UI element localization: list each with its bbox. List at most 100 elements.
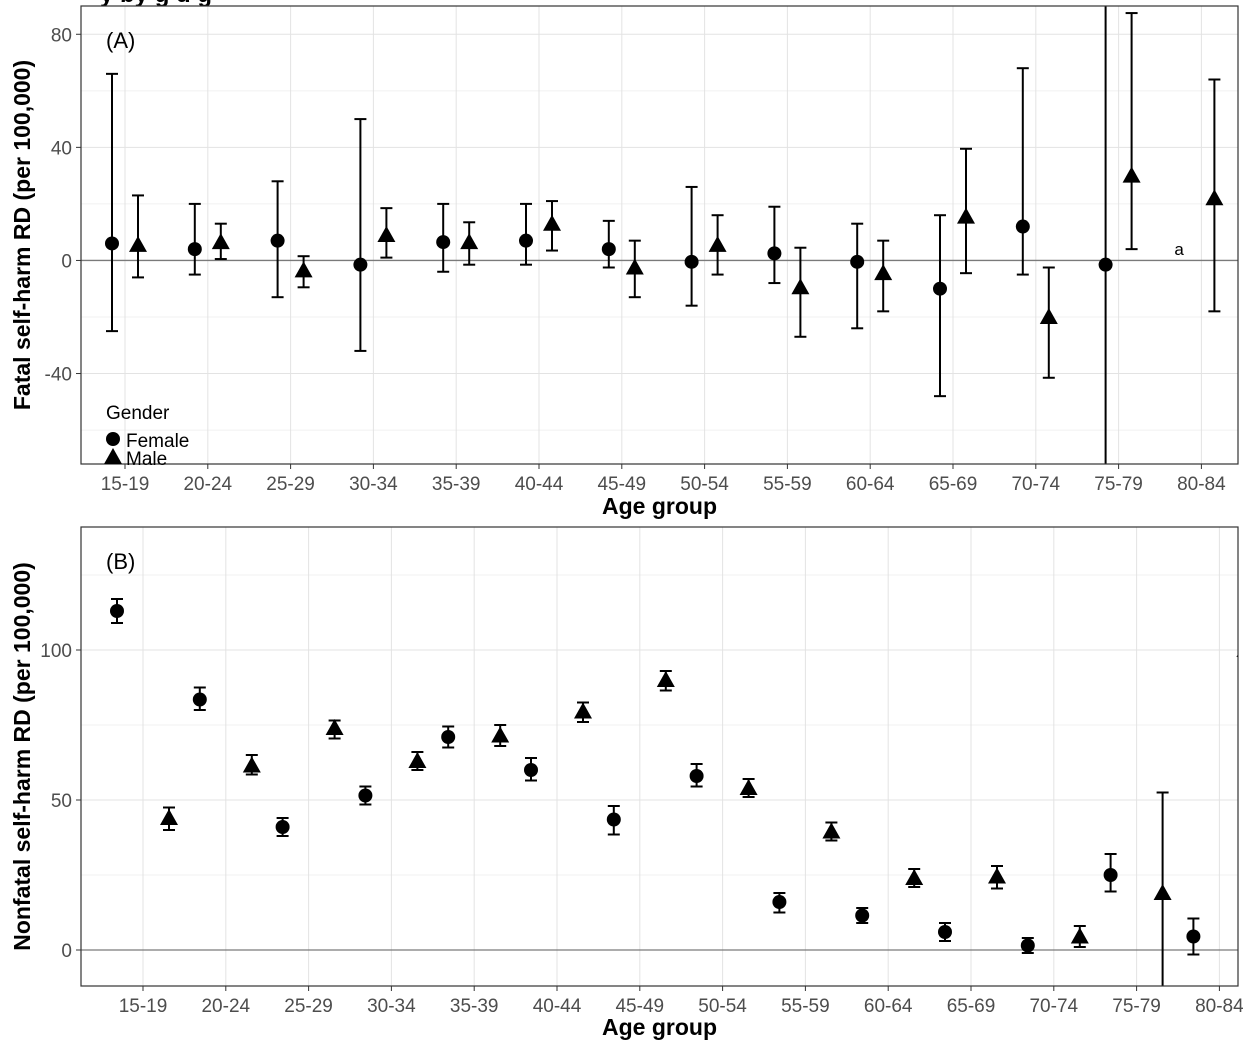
point-male bbox=[574, 702, 592, 719]
point-male bbox=[377, 226, 396, 242]
panel-b: 0 50 100 15-19 20-24 25-29 30-34 35-39 40-44 45-4… bbox=[9, 526, 1243, 1040]
y-axis-title: Fatal self-harm RD (per 100,000) bbox=[9, 60, 35, 410]
point-female bbox=[684, 254, 699, 269]
panel-a: -40 0 40 80 15-19 20-24 25-29 30-34 35-39 40-44 45… bbox=[9, 5, 1239, 519]
panel-label: (A) bbox=[106, 28, 135, 53]
x-tick-label: 35-39 bbox=[450, 996, 499, 1017]
y-tick-label: 80 bbox=[51, 25, 72, 46]
legend-key-male bbox=[104, 448, 122, 464]
point-female bbox=[441, 730, 456, 744]
data-layer bbox=[105, 6, 1224, 464]
point-male bbox=[129, 235, 147, 252]
point-female bbox=[855, 908, 870, 923]
point-female bbox=[105, 236, 119, 251]
x-tick-label: 30-34 bbox=[349, 474, 398, 495]
point-male bbox=[957, 207, 975, 224]
legend-key-female bbox=[106, 432, 120, 446]
point-female bbox=[436, 235, 451, 250]
point-female bbox=[353, 257, 368, 272]
x-tick-label: 75-79 bbox=[1094, 474, 1143, 495]
x-tick-label: 60-64 bbox=[864, 996, 913, 1017]
panel-border bbox=[80, 5, 1239, 465]
point-female bbox=[275, 820, 290, 834]
point-male bbox=[791, 278, 810, 295]
plot-background bbox=[81, 6, 1238, 464]
x-tick-label: 40-44 bbox=[533, 996, 582, 1017]
point-male bbox=[1122, 166, 1141, 183]
point-female bbox=[1020, 938, 1035, 953]
y-tick-label: 50 bbox=[51, 791, 72, 812]
y-tick-label: -40 bbox=[45, 365, 72, 386]
point-male bbox=[708, 235, 727, 252]
point-male bbox=[1039, 307, 1058, 324]
x-tick-label: 60-64 bbox=[846, 474, 895, 495]
x-tick-label: 45-49 bbox=[615, 996, 664, 1017]
point-female bbox=[110, 604, 124, 618]
point-male bbox=[242, 756, 261, 773]
point-male bbox=[625, 258, 644, 275]
x-tick-label: 75-79 bbox=[1112, 996, 1161, 1017]
data-layer bbox=[110, 598, 1238, 986]
x-tick-label: 50-54 bbox=[698, 996, 747, 1017]
annotation-label: a bbox=[1174, 240, 1184, 259]
point-female bbox=[1015, 219, 1030, 234]
x-tick-label: 15-19 bbox=[101, 474, 150, 495]
x-axis-title: Age group bbox=[602, 1014, 717, 1040]
point-male bbox=[408, 752, 427, 768]
point-male bbox=[543, 214, 561, 231]
point-male bbox=[294, 261, 313, 278]
point-female bbox=[689, 769, 704, 783]
cropped-title-fragment: y by g d g bbox=[100, 0, 212, 8]
y-tick-label: 0 bbox=[61, 251, 72, 272]
point-female bbox=[358, 788, 373, 803]
legend-label-male: Male bbox=[126, 449, 167, 470]
x-tick-label: 70-74 bbox=[1029, 996, 1078, 1017]
panel-label: (B) bbox=[106, 549, 135, 574]
y-axis-title: Nonfatal self-harm RD (per 100,000) bbox=[9, 562, 35, 951]
x-tick-label: 50-54 bbox=[680, 474, 729, 495]
x-tick-label: 65-69 bbox=[929, 474, 978, 495]
plot-background bbox=[81, 527, 1238, 986]
point-female bbox=[850, 254, 865, 269]
point-male bbox=[491, 726, 510, 743]
y-tick-label: 100 bbox=[40, 641, 72, 662]
point-male bbox=[656, 671, 675, 687]
x-tick-label: 80-84 bbox=[1177, 474, 1226, 495]
point-male bbox=[460, 233, 479, 250]
point-male bbox=[1070, 927, 1089, 944]
x-tick-label: 20-24 bbox=[183, 474, 232, 495]
y-tick-label: 0 bbox=[61, 941, 72, 962]
point-female bbox=[524, 763, 538, 777]
x-tick-label: 40-44 bbox=[515, 474, 564, 495]
point-female bbox=[767, 246, 782, 261]
x-tick-label: 30-34 bbox=[367, 996, 416, 1017]
panel-border bbox=[80, 526, 1239, 987]
x-tick-label: 20-24 bbox=[201, 996, 250, 1017]
point-male bbox=[325, 719, 344, 735]
x-tick-label: 25-29 bbox=[284, 996, 333, 1017]
point-male bbox=[1153, 884, 1172, 900]
point-female bbox=[1103, 868, 1118, 882]
x-axis-title: Age group bbox=[602, 493, 717, 519]
x-tick-label: 35-39 bbox=[432, 474, 481, 495]
x-tick-label: 80-84 bbox=[1195, 996, 1243, 1017]
point-female bbox=[187, 242, 202, 257]
point-male bbox=[874, 264, 893, 281]
point-female bbox=[270, 233, 285, 248]
point-female bbox=[1098, 257, 1113, 272]
point-male bbox=[905, 869, 924, 885]
x-tick-label: 25-29 bbox=[266, 474, 315, 495]
point-female bbox=[601, 242, 616, 257]
point-female bbox=[1186, 929, 1201, 944]
legend-label-female: Female bbox=[126, 431, 189, 452]
x-tick-label: 55-59 bbox=[763, 474, 812, 495]
point-female bbox=[772, 895, 787, 909]
point-male bbox=[160, 809, 178, 825]
point-male bbox=[988, 867, 1006, 884]
x-tick-label: 15-19 bbox=[119, 996, 168, 1017]
point-female bbox=[933, 281, 947, 296]
x-tick-label: 65-69 bbox=[947, 996, 996, 1017]
legend-title: Gender bbox=[106, 403, 170, 424]
point-male bbox=[1205, 189, 1224, 206]
y-tick-label: 40 bbox=[51, 138, 72, 159]
